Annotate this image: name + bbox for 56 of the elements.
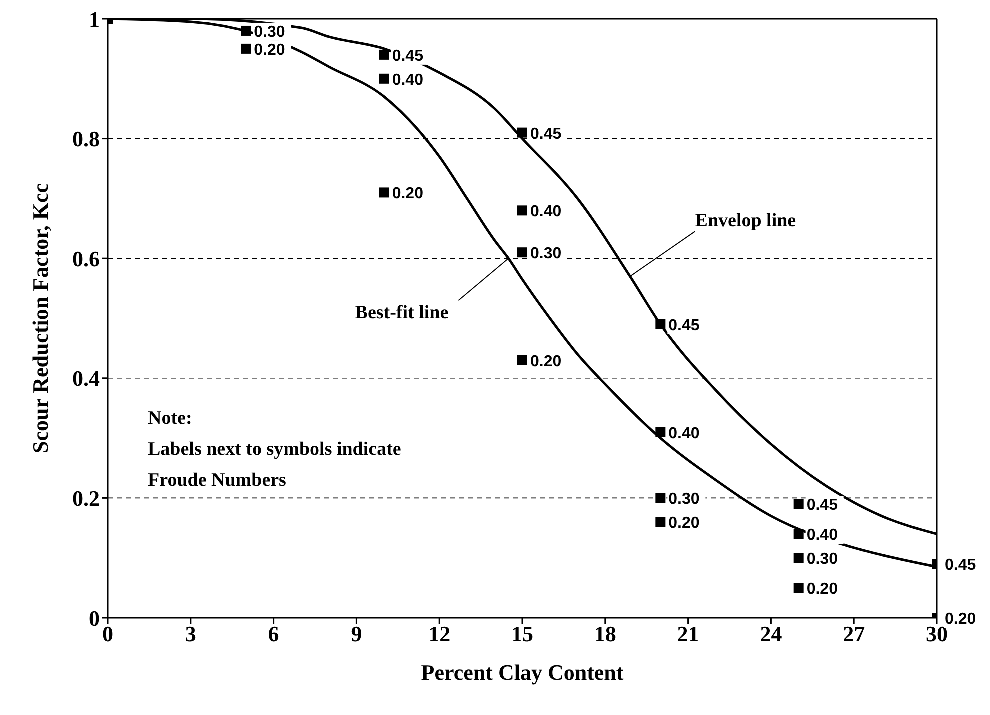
x-tick-label: 27	[843, 622, 866, 647]
point	[794, 583, 804, 594]
point	[656, 427, 666, 438]
x-tick-label: 3	[185, 622, 196, 647]
point	[518, 206, 528, 216]
point	[794, 499, 804, 510]
point	[379, 188, 390, 198]
x-tick-label: 15	[512, 622, 534, 647]
text: 0.30	[530, 246, 562, 263]
point	[379, 50, 390, 60]
x-tick-label: 12	[428, 622, 451, 647]
text: 0.20	[392, 186, 424, 203]
y-tick-label: 0	[89, 606, 100, 631]
x-tick-label: 6	[268, 622, 280, 647]
point	[241, 44, 252, 54]
point	[518, 128, 528, 138]
x-tick-label: 21	[677, 622, 700, 647]
point	[518, 248, 528, 258]
x-axis-title: Percent Clay Content	[421, 660, 624, 685]
annotation: Note: Labels next to symbols indicate Froude Numbers	[148, 407, 402, 493]
point	[656, 517, 666, 528]
y-axis-title: Scour Reduction Factor, Kcc	[28, 183, 53, 454]
y-tick-label: 0.8	[72, 126, 100, 152]
point	[794, 553, 804, 564]
series-label: 0.40	[392, 72, 424, 89]
series-label: 0.20	[254, 42, 286, 59]
x-tick-label: 24	[760, 622, 782, 647]
text: 0.40	[668, 425, 700, 442]
series-label: 0.30	[254, 24, 286, 41]
text: 0.40	[530, 204, 562, 221]
point	[656, 493, 666, 504]
x-tick-label: 18	[594, 622, 616, 647]
text: 0.30	[806, 551, 838, 568]
annotation: Envelop line	[695, 210, 796, 232]
y-tick-label: 0.4	[72, 366, 100, 392]
point	[518, 355, 528, 366]
text: 0.45	[668, 317, 700, 334]
y-tick-label: 0.6	[72, 246, 100, 272]
text: 0.20	[945, 611, 976, 628]
point	[379, 74, 390, 84]
text: 0.20	[668, 515, 700, 532]
annotation: Best-fit line	[355, 302, 449, 324]
y-tick-label: 0.2	[72, 486, 100, 512]
text: 0.45	[806, 497, 838, 514]
text: 0.30	[668, 491, 700, 508]
x-tick-label: 9	[351, 622, 362, 647]
text: 0.40	[806, 527, 838, 544]
text: 0.20	[806, 581, 838, 598]
y-tick-label: 1	[89, 6, 100, 32]
text: 0.45	[530, 126, 562, 143]
text: 0.20	[530, 353, 562, 370]
point	[656, 319, 666, 330]
series-label: 0.45	[392, 48, 424, 65]
point	[794, 529, 804, 540]
point	[241, 26, 252, 36]
text: 0.45	[945, 557, 976, 574]
